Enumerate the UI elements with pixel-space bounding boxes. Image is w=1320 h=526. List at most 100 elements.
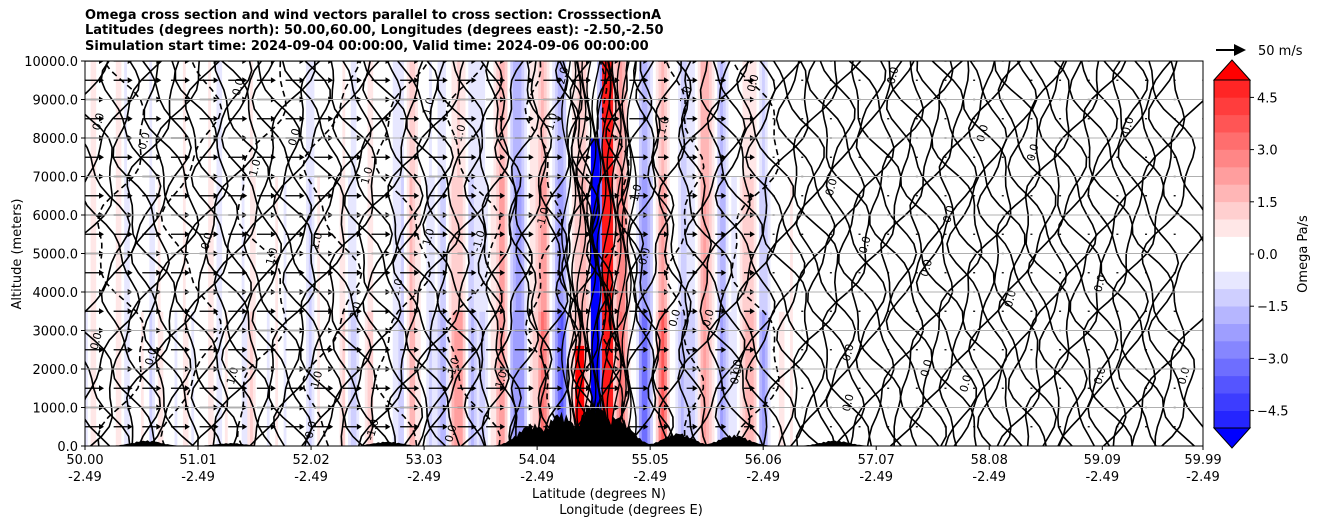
omega-cell [560, 311, 565, 446]
x-tick-label-lon: -2.49 [181, 470, 215, 485]
wind-vector-head [127, 423, 133, 430]
omega-cell [899, 311, 903, 446]
omega-cell [202, 311, 206, 446]
omega-cell [854, 61, 858, 177]
contour-label: 1.0 [263, 246, 280, 266]
wind-vector-head [528, 385, 534, 392]
wind-vector-head [356, 423, 362, 430]
contour-label: 0.0 [1024, 142, 1041, 162]
omega-cell [300, 176, 304, 312]
omega-cell [739, 61, 744, 177]
wind-vector-head [242, 192, 248, 199]
omega-cell [966, 311, 970, 446]
omega-cell [974, 311, 979, 446]
omega-cell [859, 311, 864, 446]
omega-cell [152, 176, 156, 312]
wind-vector-head [99, 423, 104, 430]
colorbar-level [1214, 80, 1250, 98]
wind-vector-head [270, 423, 276, 430]
omega-cell [247, 61, 251, 177]
omega-cell [815, 176, 819, 312]
omega-cell [171, 311, 176, 446]
omega-cell [194, 311, 198, 446]
omega-cell [168, 176, 173, 312]
omega-cell [121, 311, 125, 446]
omega-cell [406, 176, 411, 312]
wind-vector-head [385, 346, 391, 353]
wind-vector-head [643, 192, 649, 199]
omega-cell [932, 176, 937, 312]
omega-cell [941, 61, 945, 177]
omega-cell [778, 61, 783, 177]
omega-cell [485, 176, 489, 312]
wind-vector-head [356, 154, 362, 161]
omega-cell [957, 61, 962, 177]
colorbar-level [1214, 306, 1250, 324]
omega-cell [865, 61, 869, 177]
omega-cell [857, 311, 861, 446]
wind-vector-head [663, 61, 669, 64]
omega-cell [230, 311, 234, 446]
colorbar-level [1214, 323, 1250, 342]
wind-vector-head [528, 61, 534, 64]
omega-cell [216, 311, 220, 446]
omega-cell [935, 311, 939, 446]
omega-cell [851, 61, 855, 177]
omega-cell [451, 61, 455, 177]
omega-cell [292, 311, 296, 446]
omega-cell [848, 311, 853, 446]
omega-cell [308, 311, 313, 446]
omega-cell [174, 311, 178, 446]
omega-cell [764, 311, 769, 446]
omega-cell [748, 311, 752, 446]
wind-vector-head [414, 61, 420, 64]
omega-cell [717, 176, 721, 312]
colorbar-level [1214, 410, 1250, 429]
omega-cell [278, 61, 282, 177]
omega-cell [180, 311, 184, 446]
omega-cell [801, 176, 805, 312]
omega-cell [286, 176, 290, 312]
omega-cell [238, 311, 243, 446]
wind-vector-head [557, 385, 563, 392]
omega-cell [1100, 176, 1104, 312]
omega-cell [487, 176, 492, 312]
omega-cell [1201, 176, 1203, 312]
omega-cell [244, 176, 248, 312]
omega-cell [985, 311, 990, 446]
contour-label: 1.0 [493, 370, 510, 390]
contour-label: 0.0 [198, 231, 215, 251]
colorbar-level [1214, 132, 1250, 150]
omega-cell [652, 311, 657, 446]
wind-vector-head [356, 346, 362, 353]
wind-vector-head [557, 61, 563, 64]
omega-cell [219, 176, 223, 312]
omega-cell [199, 176, 204, 312]
colorbar-level [1214, 254, 1250, 272]
omega-cell [941, 311, 945, 446]
omega-cell [401, 176, 405, 312]
wind-vector-head [614, 269, 620, 276]
omega-cell [367, 61, 371, 177]
omega-cell [932, 61, 937, 177]
wind-vector-head [749, 231, 755, 238]
omega-cell [361, 61, 366, 177]
wind-vector-head [749, 61, 755, 64]
omega-cell [759, 176, 763, 312]
omega-cell [431, 176, 436, 312]
wind-vector-head [643, 346, 649, 353]
omega-cell [1106, 311, 1110, 446]
omega-cell [300, 311, 304, 446]
contour-label: 1.0 [358, 165, 375, 185]
omega-cell [815, 61, 819, 177]
wind-vector-head [184, 61, 190, 64]
omega-cell [1097, 176, 1102, 312]
colorbar-tick-label: 4.5 [1257, 91, 1278, 106]
omega-cell [104, 311, 108, 446]
omega-cell [963, 176, 967, 312]
omega-cell [434, 176, 439, 312]
omega-cell [541, 311, 545, 446]
wind-vector-head [721, 385, 727, 392]
wind-vector-head [213, 269, 219, 276]
omega-cell [832, 176, 836, 312]
